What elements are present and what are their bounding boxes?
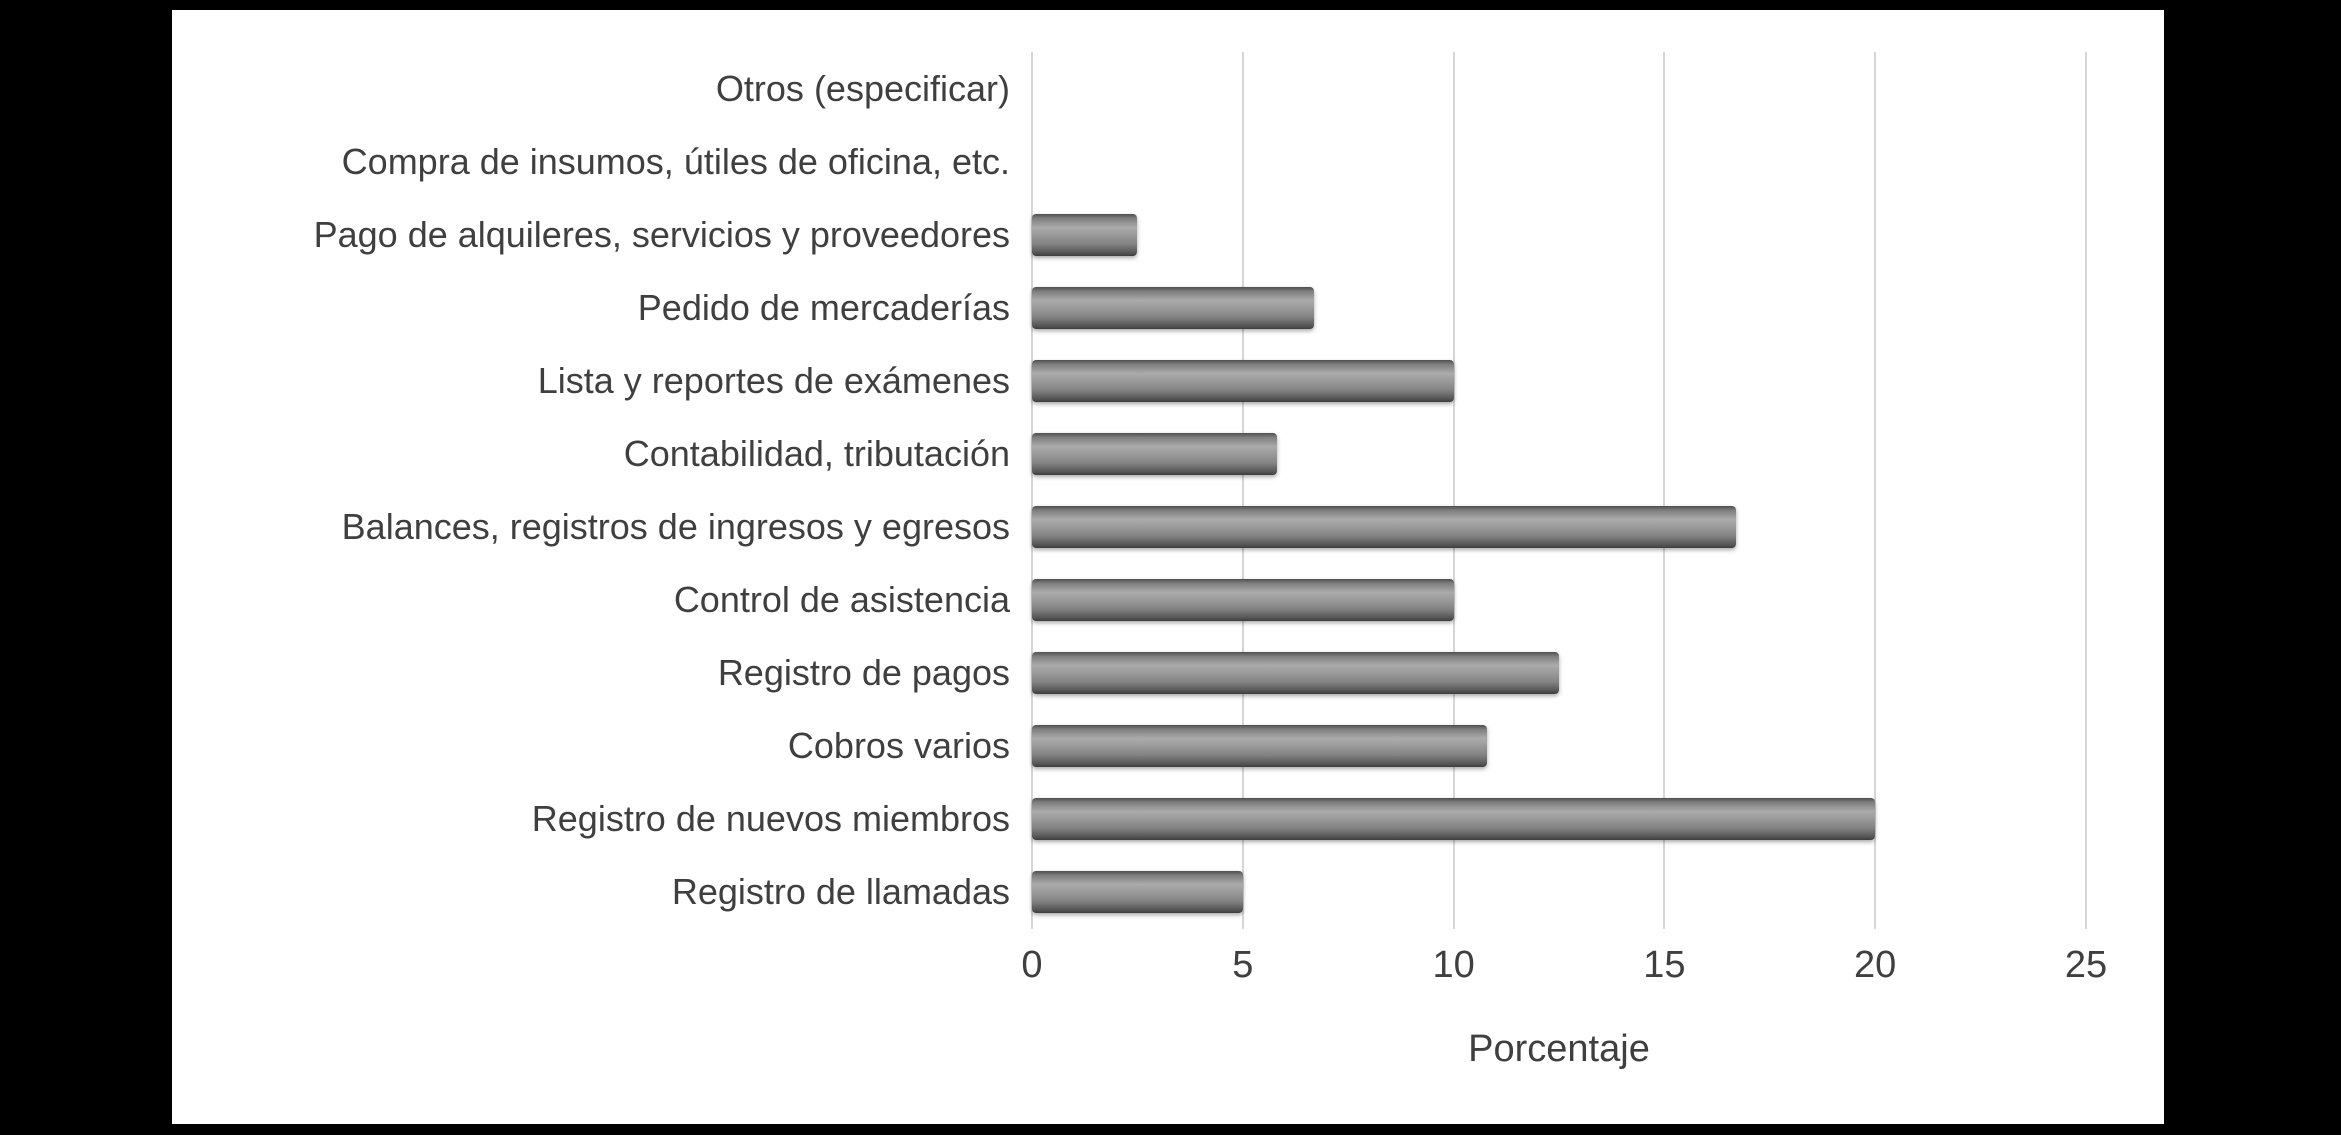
category-label: Registro de llamadas (671, 871, 1010, 913)
bar (1032, 725, 1488, 768)
bar (1032, 213, 1138, 256)
category-label: Cobros varios (787, 725, 1010, 767)
chart-row: Registro de nuevos miembros (532, 783, 2086, 856)
chart-row: Registro de pagos (718, 637, 2086, 710)
x-tick-label: 5 (1232, 944, 1254, 986)
x-axis-ticks: 0 5 10 15 20 25 (1021, 940, 2107, 992)
category-label: Pedido de mercaderías (637, 286, 1010, 328)
chart-row: Pago de alquileres, servicios y proveedo… (314, 198, 2086, 271)
bar (1032, 798, 1876, 841)
bar (1032, 286, 1315, 329)
bar (1032, 579, 1454, 622)
x-tick-label: 10 (1432, 944, 1475, 986)
chart-panel: Otros (especificar) Compra de insumos, út… (172, 10, 2164, 1124)
category-label: Lista y reportes de exámenes (537, 359, 1010, 401)
bar (1032, 506, 1737, 548)
category-label: Control de asistencia (673, 579, 1010, 621)
bar (1032, 432, 1277, 475)
category-label: Contabilidad, tributación (623, 432, 1010, 474)
chart-row: Lista y reportes de exámenes (538, 344, 2086, 417)
chart-row: Control de asistencia (674, 564, 2086, 637)
bar (1032, 871, 1243, 914)
bar (1032, 652, 1559, 695)
category-label: Otros (especificar) (715, 67, 1010, 109)
plot-area: Otros (especificar) Compra de insumos, út… (314, 52, 2087, 929)
x-tick-label: 25 (2064, 944, 2108, 986)
chart-row: Balances, registros de ingresos y egreso… (342, 490, 2086, 563)
chart-row: Registro de llamadas (672, 856, 2086, 929)
category-label: Registro de pagos (717, 652, 1010, 694)
chart-row: Compra de insumos, útiles de oficina, et… (342, 125, 2086, 198)
bar-rows: Otros (especificar) Compra de insumos, út… (314, 52, 2086, 929)
category-label: Registro de nuevos miembros (531, 798, 1010, 840)
bar (1032, 359, 1454, 402)
category-label: Balances, registros de ingresos y egreso… (341, 506, 1010, 547)
category-label: Compra de insumos, útiles de oficina, et… (341, 140, 1010, 182)
chart-row: Contabilidad, tributación (624, 417, 2086, 490)
x-tick-label: 20 (1854, 944, 1897, 986)
chart-row: Pedido de mercaderías (638, 271, 2086, 344)
chart-row: Otros (especificar) (716, 52, 2086, 125)
x-tick-label: 15 (1643, 944, 1686, 986)
category-label: Pago de alquileres, servicios y proveedo… (313, 213, 1010, 255)
chart-row: Cobros varios (788, 710, 2086, 783)
x-tick-label: 0 (1021, 944, 1043, 986)
x-axis-title: Porcentaje (1468, 1028, 1650, 1070)
